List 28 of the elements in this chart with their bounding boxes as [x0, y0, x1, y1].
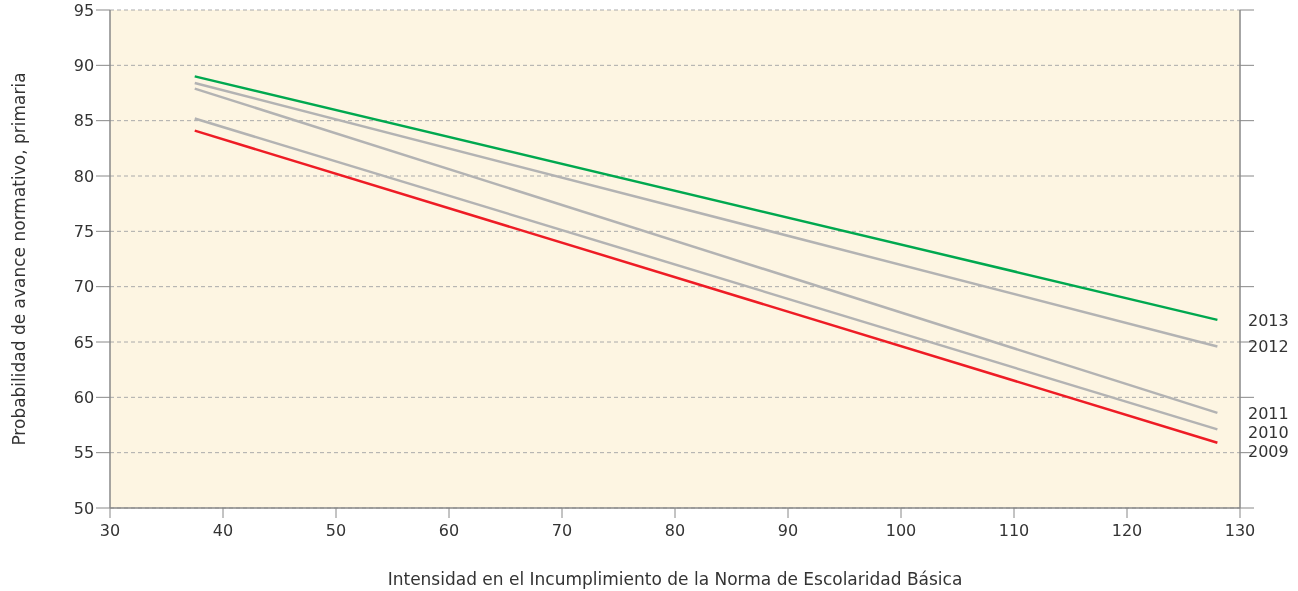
x-tick-label: 100: [885, 521, 917, 540]
y-tick-label: 75: [73, 221, 95, 241]
y-axis-title: Probabilidad de avance normativo, primaria: [9, 72, 29, 446]
y-tick-label: 95: [73, 0, 95, 20]
x-tick-label: 30: [99, 521, 121, 540]
y-tick-label: 55: [73, 443, 95, 463]
y-tick-label: 70: [73, 277, 95, 297]
x-tick-label: 90: [777, 521, 799, 540]
x-tick-label: 120: [1111, 521, 1143, 540]
x-tick-label: 130: [1224, 521, 1256, 540]
x-axis-title: Intensidad en el Incumplimiento de la Norma de Escolaridad Básica: [387, 569, 963, 589]
x-tick-label: 50: [325, 521, 347, 540]
series-label: 2011: [1248, 403, 1289, 423]
y-tick-label: 60: [73, 387, 95, 407]
x-tick-label: 70: [551, 521, 573, 540]
y-tick-label: 80: [73, 166, 95, 186]
y-tick-label: 50: [73, 498, 95, 518]
x-tick-label: 40: [212, 521, 234, 540]
y-tick-label: 90: [73, 55, 95, 75]
x-tick-label: 60: [438, 521, 460, 540]
y-tick-label: 65: [73, 332, 95, 352]
x-tick-label: 80: [664, 521, 686, 540]
series-label: 2010: [1248, 422, 1289, 442]
series-label: 2012: [1248, 337, 1289, 357]
y-tick-label: 85: [73, 111, 95, 131]
series-label: 2009: [1248, 441, 1289, 461]
series-label: 2013: [1248, 310, 1289, 330]
x-tick-label: 110: [998, 521, 1030, 540]
